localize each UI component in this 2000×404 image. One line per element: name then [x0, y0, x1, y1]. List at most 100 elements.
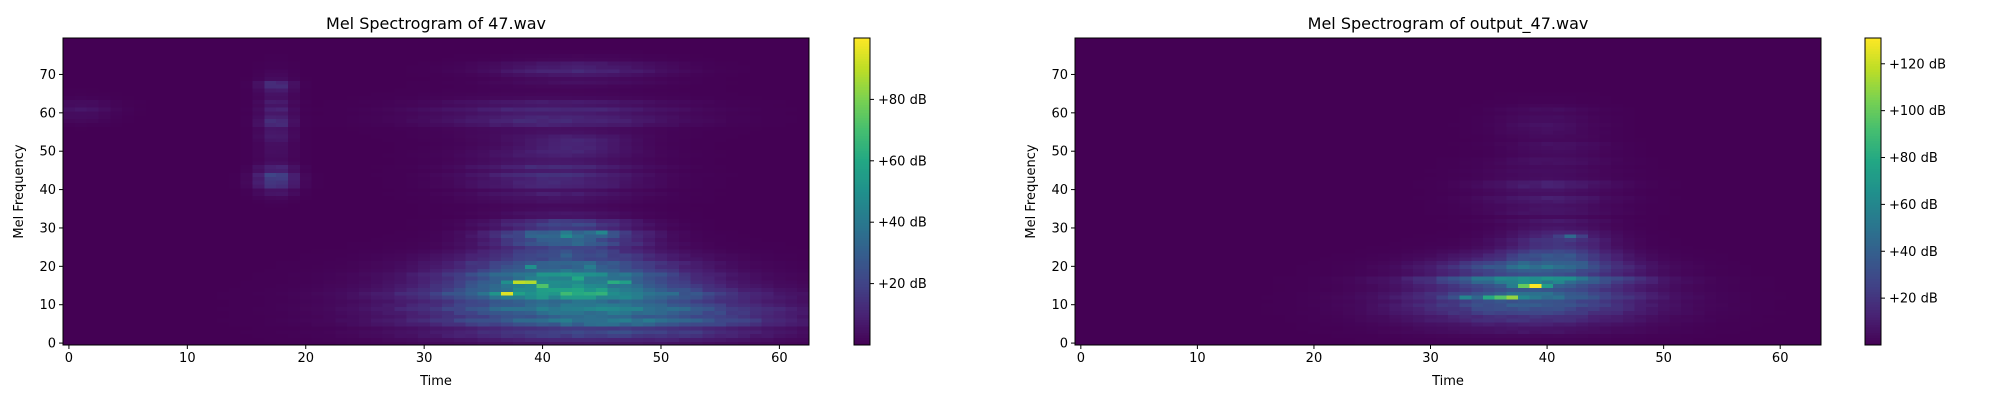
heatmap-cell [690, 337, 704, 342]
heatmap-cell [122, 164, 135, 170]
heatmap-cell [406, 337, 419, 342]
heatmap-cell [134, 256, 147, 262]
heatmap-cell [584, 107, 597, 112]
heatmap-cell [287, 137, 301, 143]
heatmap-cell [382, 249, 396, 254]
heatmap-cell [335, 333, 348, 338]
heatmap-cell [477, 53, 490, 58]
heatmap-cell [465, 260, 479, 266]
heatmap-cell [86, 321, 100, 327]
heatmap-cell [370, 229, 384, 235]
heatmap-cell [287, 61, 301, 66]
heatmap-cell [157, 61, 171, 66]
heatmap-cell [276, 84, 289, 89]
heatmap-cell [181, 76, 194, 81]
heatmap-cell [678, 195, 692, 200]
heatmap-cell [560, 87, 573, 93]
heatmap-cell [572, 176, 585, 181]
heatmap-cell [430, 279, 443, 285]
heatmap-cell [359, 72, 372, 77]
heatmap-cell [548, 226, 561, 231]
heatmap-cell [489, 302, 502, 308]
heatmap-cell [193, 53, 206, 58]
heatmap-cell [666, 168, 680, 173]
heatmap-cell [737, 153, 751, 158]
heatmap-cell [394, 306, 407, 312]
heatmap-cell [595, 233, 609, 239]
heatmap-cell [441, 199, 455, 204]
heatmap-cell [560, 156, 573, 162]
heatmap-cell [477, 321, 490, 327]
heatmap-cell [287, 203, 301, 208]
heatmap-cell [276, 268, 289, 273]
heatmap-cell [299, 337, 313, 342]
heatmap-cell [311, 298, 325, 304]
heatmap-cell [382, 291, 396, 296]
heatmap-cell [74, 38, 88, 43]
heatmap-cell [430, 333, 443, 338]
heatmap-cell [169, 179, 183, 185]
heatmap-cell [655, 156, 668, 162]
heatmap-cell [299, 256, 313, 262]
heatmap-cell [240, 76, 254, 81]
heatmap-cell [678, 160, 692, 166]
heatmap-cell [785, 325, 798, 331]
heatmap-cell [501, 203, 514, 208]
heatmap-cell [643, 195, 656, 200]
heatmap-cell [252, 310, 265, 315]
heatmap-cell [228, 241, 242, 246]
heatmap-cell [335, 84, 348, 89]
heatmap-cell [264, 164, 277, 170]
heatmap-cell [655, 41, 668, 47]
heatmap-cell [584, 206, 597, 212]
heatmap-cell [666, 95, 680, 100]
heatmap-cell [631, 172, 644, 177]
heatmap-cell [714, 229, 727, 235]
heatmap-cell [501, 149, 514, 154]
heatmap-cell [465, 287, 479, 292]
heatmap-cell [335, 68, 348, 74]
heatmap-cell [264, 87, 277, 93]
heatmap-cell [631, 287, 644, 292]
heatmap-cell [690, 195, 704, 200]
heatmap-cell [714, 57, 727, 62]
heatmap-cell [584, 149, 597, 154]
heatmap-cell [264, 168, 277, 173]
heatmap-cell [157, 237, 171, 242]
heatmap-cell [86, 241, 100, 246]
heatmap-cell [678, 191, 692, 196]
heatmap-cell [145, 160, 159, 166]
heatmap-cell [86, 126, 100, 131]
heatmap-cell [678, 314, 692, 319]
heatmap-cell [323, 95, 336, 100]
heatmap-cell [311, 64, 325, 70]
heatmap-cell [785, 99, 798, 104]
heatmap-cell [678, 233, 692, 239]
heatmap-cell [714, 130, 727, 135]
heatmap-cell [726, 325, 739, 331]
heatmap-cell [761, 80, 775, 85]
heatmap-cell [157, 325, 171, 331]
heatmap-cell [287, 164, 301, 170]
heatmap-cell [584, 137, 597, 143]
heatmap-cell [548, 206, 561, 212]
heatmap-cell [181, 38, 194, 43]
heatmap-cell [276, 172, 289, 177]
heatmap-cell [240, 153, 254, 158]
heatmap-cell [145, 241, 159, 246]
heatmap-cell [347, 195, 360, 200]
heatmap-cell [86, 187, 100, 193]
heatmap-cell [761, 72, 775, 77]
heatmap-cell [690, 268, 704, 273]
heatmap-cell [477, 272, 490, 277]
heatmap-cell [252, 329, 265, 335]
heatmap-cell [382, 222, 396, 227]
heatmap-cell [453, 110, 467, 116]
heatmap-cell [193, 130, 206, 135]
heatmap-cell [441, 68, 455, 74]
heatmap-cell [98, 99, 111, 104]
heatmap-cell [441, 295, 455, 300]
heatmap-cell [797, 237, 810, 242]
heatmap-cell [335, 229, 348, 235]
heatmap-cell [252, 337, 265, 342]
